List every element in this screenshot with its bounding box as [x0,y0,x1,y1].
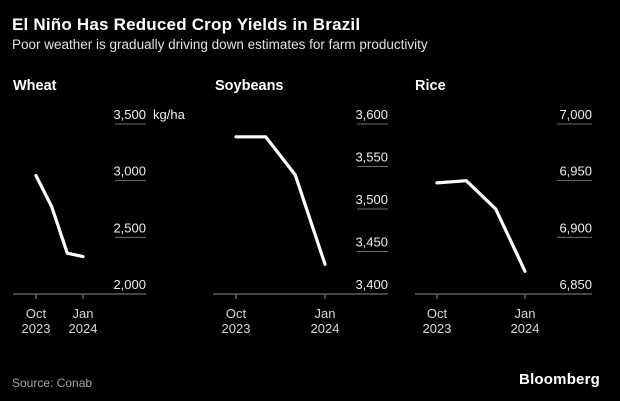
x-tick-label: Jan [515,306,536,321]
y-tick-label: 3,450 [355,235,388,250]
y-tick-label: 3,500 [355,192,388,207]
unit-label: kg/ha [153,107,186,122]
chart-header: El Niño Has Reduced Crop Yields in Brazi… [12,14,428,53]
panel-title-wheat: Wheat [13,78,57,94]
x-tick-label: Oct [26,306,47,321]
y-tick-label: 3,400 [355,277,388,292]
series-line-rice [435,179,527,273]
y-tick-label: 3,000 [113,164,146,179]
chart-panels-container: Wheat 2,000 2,500 3,000 3,500 kg/ha Oct 2023 Jan… [0,70,620,345]
series-line-wheat [34,173,85,259]
y-tick-label: 3,500 [113,107,146,122]
bloomberg-logo: Bloomberg [519,371,600,388]
x-tick-label: 2024 [311,321,340,336]
x-tick-label: 2024 [511,321,540,336]
chart-panel-soybeans: Soybeans 3,400 3,450 3,500 3,550 3,600 Oct2023… [213,78,388,336]
x-tick-label: Oct [226,306,247,321]
panel-title-rice: Rice [415,78,446,94]
y-tick-label: 3,600 [355,107,388,122]
y-tick-label: 2,000 [113,277,146,292]
x-tick-label: 2024 [69,321,98,336]
y-tick-label: 6,950 [559,164,592,179]
source-note: Source: Conab [12,376,93,390]
y-tick-label: 7,000 [559,107,592,122]
x-tick-label: 2023 [22,321,51,336]
y-tick-label: 2,500 [113,220,146,235]
page-title: El Niño Has Reduced Crop Yields in Brazi… [12,15,361,34]
y-tick-label: 3,550 [355,150,388,165]
x-tick-label: Oct [427,306,448,321]
page-subtitle: Poor weather is gradually driving down e… [12,37,428,52]
y-tick-label: 6,900 [559,220,592,235]
x-tick-label: 2023 [423,321,452,336]
x-tick-label: Jan [73,306,94,321]
panel-title-soybeans: Soybeans [215,78,284,94]
x-tick-label: 2023 [222,321,251,336]
series-line-soybeans [234,135,327,266]
x-tick-label: Jan [315,306,336,321]
y-tick-label: 6,850 [559,277,592,292]
